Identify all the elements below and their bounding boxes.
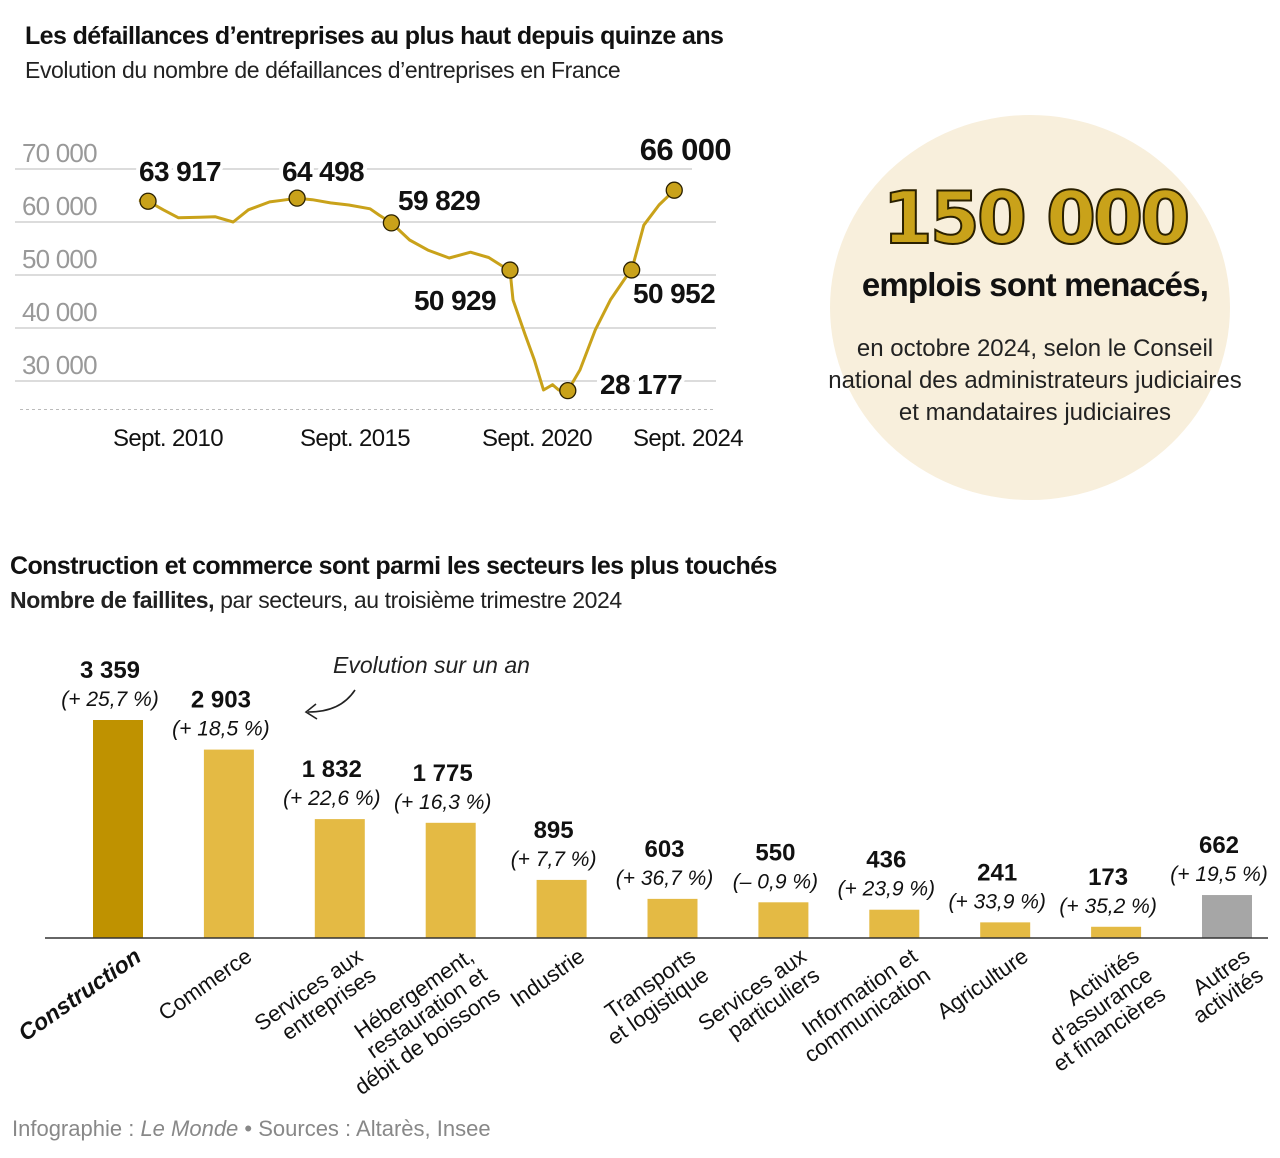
- bar: [980, 922, 1031, 938]
- footer-brand: Le Monde: [140, 1116, 239, 1141]
- line-chart-subtitle: Evolution du nombre de défaillances d’en…: [25, 57, 621, 83]
- y-tick-label: 30 000: [22, 350, 97, 380]
- y-tick-label: 50 000: [22, 244, 97, 274]
- category-label: Activitésd’assuranceet financières: [1022, 943, 1170, 1076]
- bar: [647, 898, 698, 938]
- data-point: [623, 261, 641, 279]
- category-label: Commerce: [154, 943, 256, 1025]
- data-point: [382, 214, 401, 232]
- category-label-line: Industrie: [506, 943, 589, 1012]
- footer-credit: Infographie : Le Monde • Sources : Altar…: [12, 1116, 491, 1142]
- bar-chart-title: Construction et commerce sont parmi les …: [10, 552, 777, 580]
- data-label: 59 829: [398, 185, 480, 216]
- footer-sources: • Sources : Altarès, Insee: [238, 1116, 491, 1141]
- category-label: Construction: [13, 943, 145, 1046]
- y-tick-label: 40 000: [22, 297, 97, 327]
- bar-change-label: (+ 23,9 %): [838, 878, 935, 901]
- category-label-line: Construction: [13, 943, 145, 1046]
- bar-value-label: 2 903: [191, 687, 251, 714]
- bar-chart-subtitle-rest: par secteurs, au troisième trimestre 202…: [214, 587, 622, 613]
- category-label-text: Transportset logistique: [589, 943, 713, 1050]
- evolution-annotation: Evolution sur un an: [333, 652, 530, 678]
- bar-change-label: (+ 19,5 %): [1170, 863, 1267, 886]
- annotation-arrowhead-icon: [304, 703, 318, 720]
- data-label: 66 000: [640, 132, 731, 167]
- bar: [536, 879, 587, 938]
- footer-prefix: Infographie :: [12, 1116, 141, 1141]
- y-tick-label: 60 000: [22, 191, 97, 221]
- y-tick-label: 70 000: [22, 138, 97, 168]
- data-point: [559, 382, 577, 400]
- category-label: Autresactivités: [1175, 943, 1268, 1028]
- bar-value-label: 3 359: [80, 657, 140, 684]
- category-label-line: Commerce: [154, 943, 256, 1025]
- category-label: Agriculture: [932, 943, 1032, 1024]
- bar-chart-subtitle-bold: Nombre de faillites,: [10, 587, 215, 613]
- bar-change-label: (+ 16,3 %): [394, 791, 491, 814]
- callout-bubble: [830, 115, 1230, 500]
- bar-value-label: 241: [977, 859, 1017, 886]
- bar: [1091, 926, 1142, 938]
- category-label-text: Services auxparticuliers: [693, 943, 824, 1055]
- data-label: 28 177: [600, 369, 682, 400]
- data-label: 50 952: [633, 278, 715, 309]
- x-tick-label: Sept. 2015: [300, 425, 410, 452]
- bar: [869, 909, 920, 938]
- bar-value-label: 895: [534, 817, 574, 844]
- bar-value-label: 1 775: [413, 760, 473, 787]
- category-label-line: Agriculture: [932, 943, 1032, 1024]
- category-label: Industrie: [506, 943, 589, 1012]
- bar-change-label: (+ 25,7 %): [61, 688, 158, 711]
- bar-change-label: (+ 7,7 %): [511, 848, 597, 871]
- data-label: 64 498: [282, 156, 364, 187]
- bar-value-label: 173: [1088, 864, 1128, 891]
- category-label-text: Autresactivités: [1175, 943, 1268, 1028]
- bar-change-label: (+ 22,6 %): [283, 787, 380, 810]
- category-label-text: Agriculture: [932, 943, 1032, 1024]
- data-label: 63 917: [139, 156, 221, 187]
- category-label: Services auxparticuliers: [693, 943, 824, 1055]
- bar-change-label: (+ 18,5 %): [172, 718, 269, 741]
- series-line: [138, 189, 676, 393]
- data-point: [139, 192, 157, 210]
- annotation-arrow-icon: [307, 689, 356, 713]
- x-tick-label: Sept. 2020: [482, 425, 592, 452]
- x-tick-label: Sept. 2024: [633, 425, 743, 452]
- data-label: 50 929: [414, 285, 496, 316]
- bar: [1202, 895, 1252, 938]
- x-tick-label: Sept. 2010: [113, 425, 223, 452]
- bar: [425, 822, 476, 938]
- bar-value-label: 1 832: [302, 756, 362, 783]
- line-chart-title: Les défaillances d’entreprises au plus h…: [25, 22, 724, 50]
- category-label-text: Commerce: [154, 943, 256, 1025]
- bar-chart: 3 359 (+ 25,7 %) Construction 2 903 (+ 18,5 …: [13, 657, 1268, 1100]
- callout-text: en octobre 2024, selon le Conseil nation…: [828, 335, 1242, 426]
- bar-change-label: (+ 35,2 %): [1059, 895, 1156, 918]
- bar-change-label: (– 0,9 %): [733, 870, 818, 893]
- bar-value-label: 436: [866, 847, 906, 874]
- category-label: Transportset logistique: [589, 943, 713, 1050]
- data-point: [665, 181, 683, 199]
- callout-number: 150 000: [882, 175, 1192, 261]
- bar: [203, 749, 254, 938]
- bar: [93, 720, 143, 938]
- bar-value-label: 550: [755, 839, 795, 866]
- bar: [314, 819, 365, 938]
- category-label-text: Construction: [13, 943, 145, 1046]
- category-label-text: Activitésd’assuranceet financières: [1022, 943, 1170, 1076]
- data-point: [288, 189, 306, 207]
- bar-chart-subtitle: Nombre de faillites, par secteurs, au tr…: [10, 587, 622, 614]
- data-point: [501, 261, 519, 279]
- category-label-text: Industrie: [506, 943, 589, 1012]
- bar-change-label: (+ 33,9 %): [948, 890, 1045, 913]
- callout-headline: emplois sont menacés,: [861, 266, 1209, 303]
- bar-value-label: 603: [644, 836, 684, 863]
- bar: [758, 902, 809, 938]
- bar-value-label: 662: [1199, 832, 1239, 859]
- line-chart: 70 000 60 000 50 000 40 000 30 000 Sept. 2010…: [15, 128, 744, 452]
- bar-change-label: (+ 36,7 %): [616, 867, 713, 890]
